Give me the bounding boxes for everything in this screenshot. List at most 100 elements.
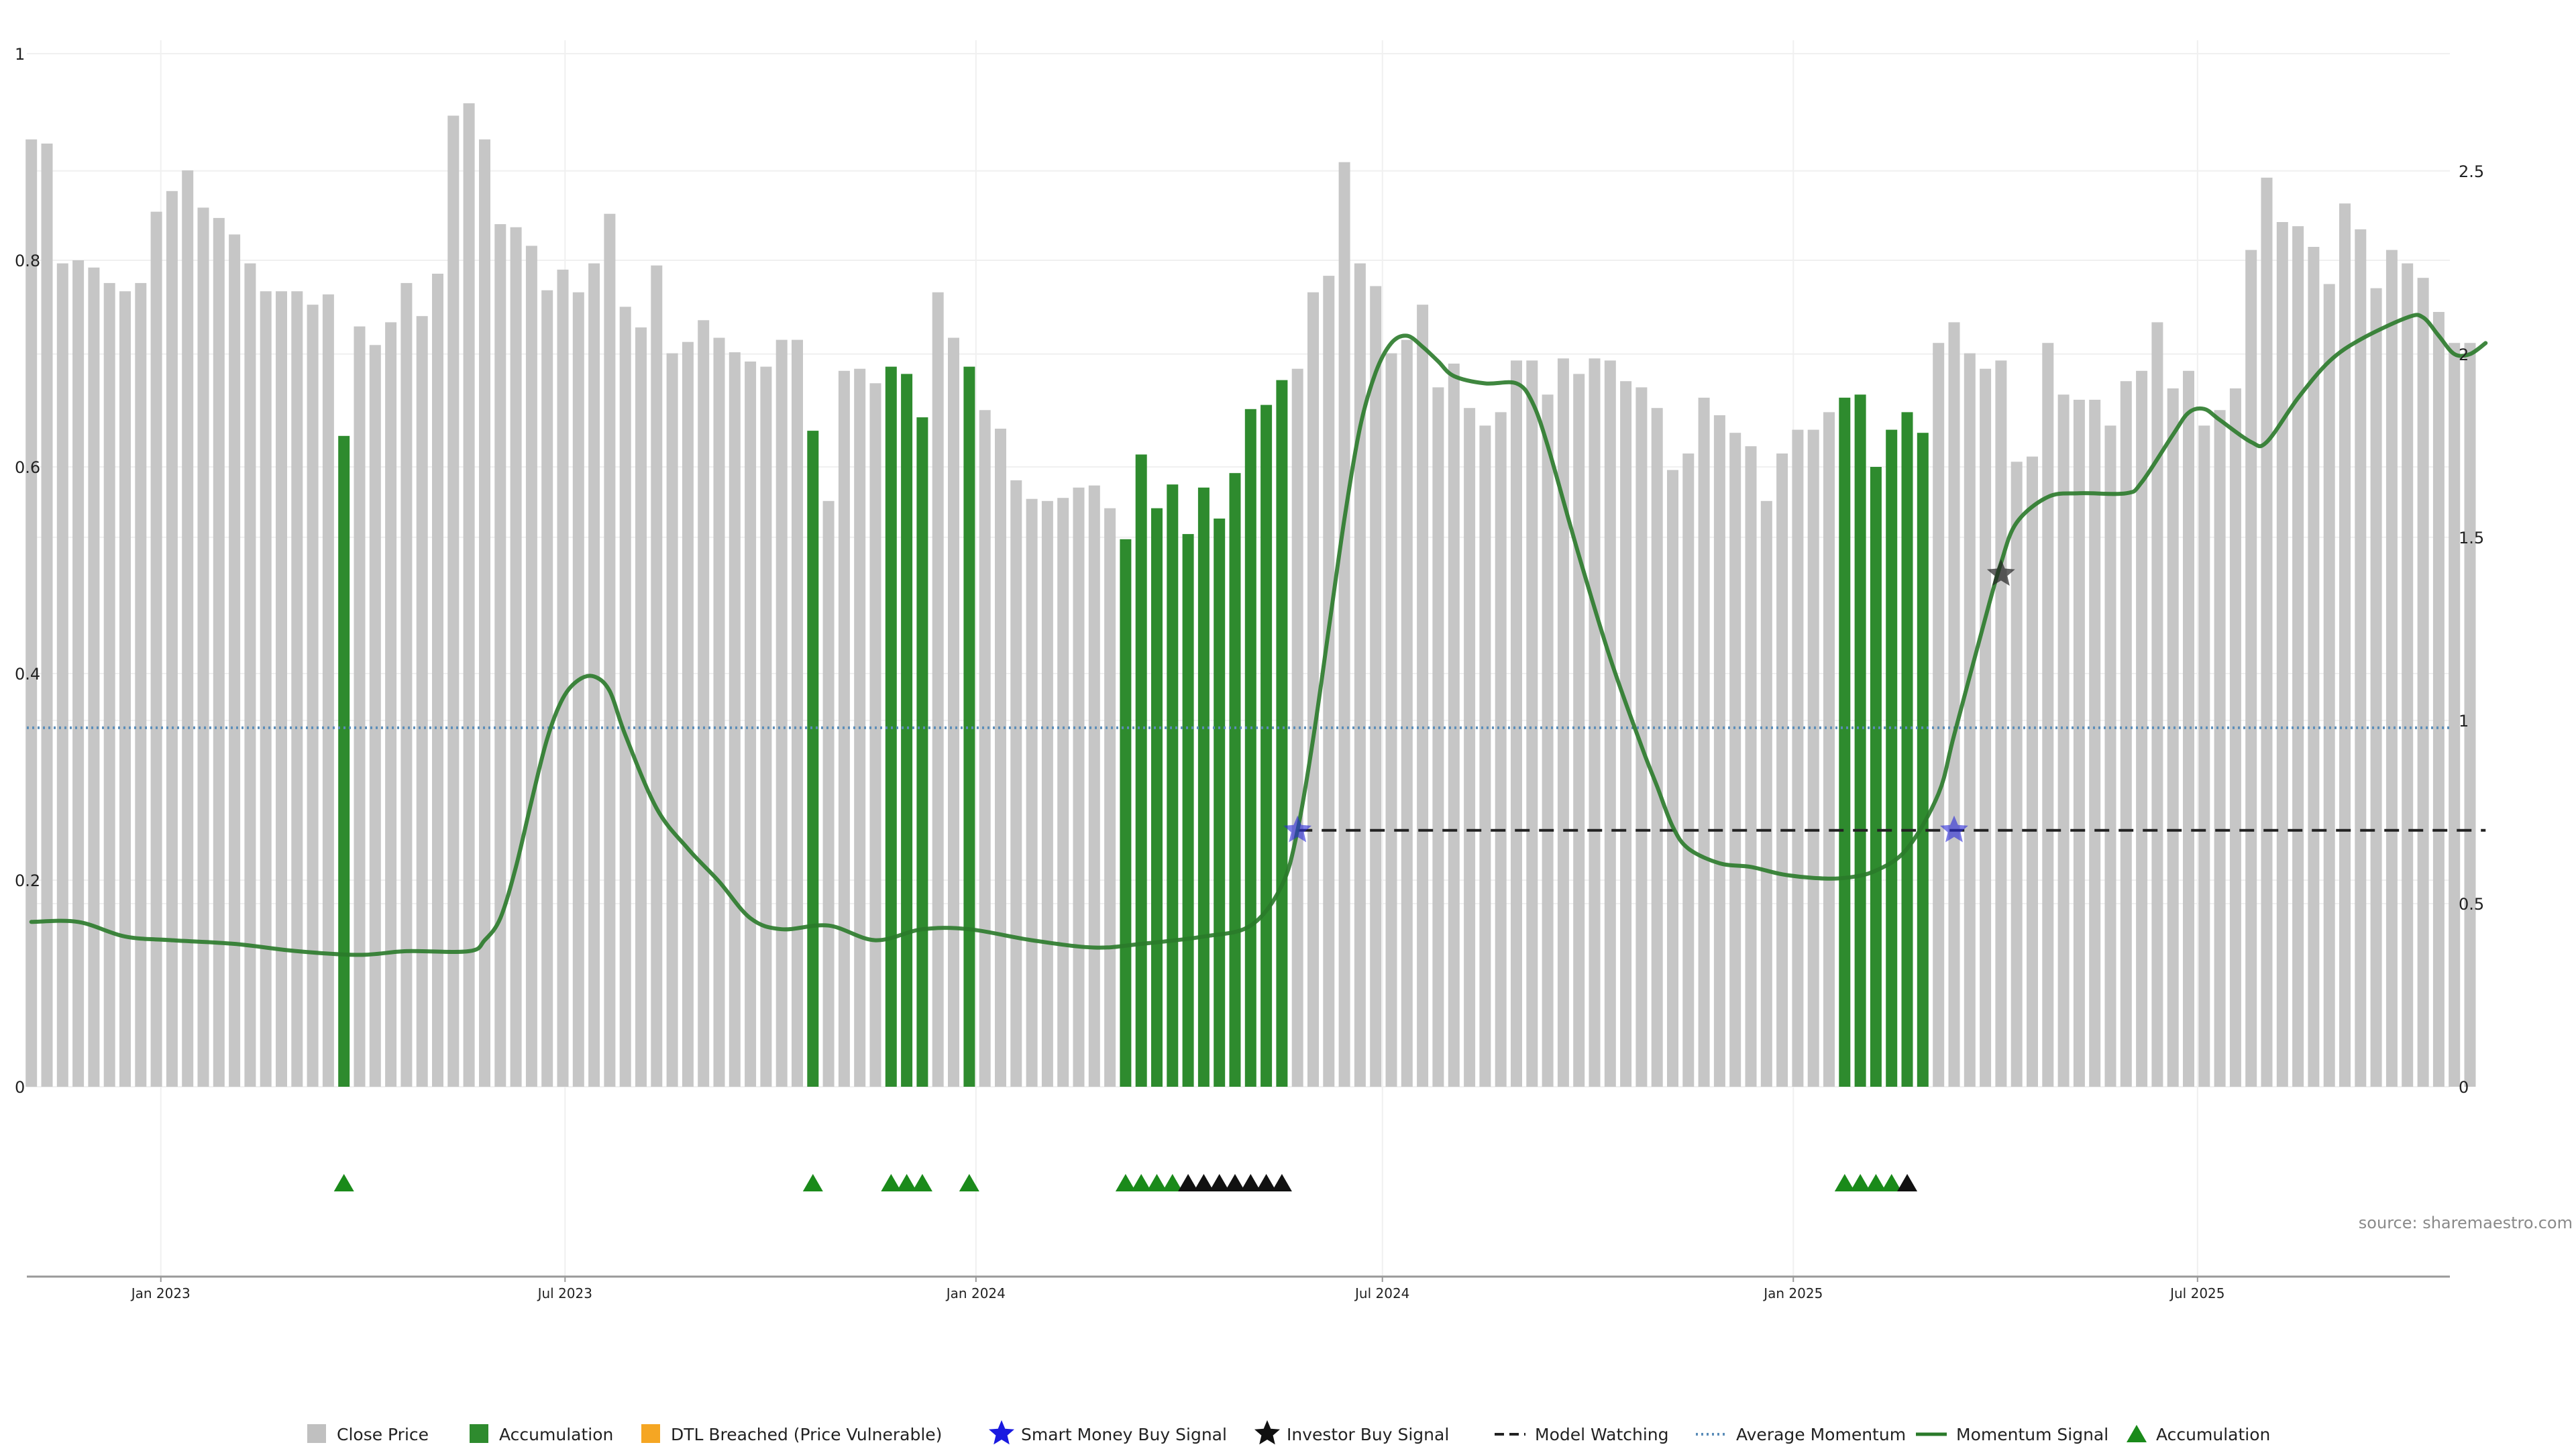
signal-markers bbox=[333, 559, 2015, 1192]
accumulation-marker bbox=[1834, 1173, 1855, 1192]
close-price-bar bbox=[1760, 500, 1772, 1087]
legend-triangle-icon bbox=[2127, 1425, 2147, 1442]
close-price-bar bbox=[1104, 508, 1116, 1087]
accumulation-bar bbox=[916, 417, 928, 1087]
momentum-signal-line bbox=[29, 313, 2488, 957]
close-price-bar bbox=[2308, 247, 2320, 1087]
left-axis-tick-label: 1 bbox=[15, 45, 25, 64]
x-axis-tick-label: Jan 2025 bbox=[1762, 1285, 1823, 1301]
accumulation-marker bbox=[1131, 1173, 1152, 1192]
close-price-bar bbox=[1948, 322, 1960, 1087]
close-price-bar bbox=[25, 139, 38, 1087]
close-price-bar bbox=[2120, 381, 2132, 1087]
close-price-bar bbox=[416, 316, 428, 1087]
accumulation-bar bbox=[1244, 409, 1256, 1087]
close-price-bar bbox=[869, 383, 881, 1087]
legend-swatch bbox=[307, 1424, 326, 1443]
right-axis-tick-label: 2.5 bbox=[2459, 162, 2484, 181]
legend-star-icon bbox=[1254, 1420, 1280, 1445]
legend-label: Investor Buy Signal bbox=[1287, 1425, 1449, 1444]
close-price-bar bbox=[2385, 250, 2398, 1087]
close-price-bar bbox=[1307, 292, 1319, 1087]
accumulation-bar bbox=[1870, 467, 1882, 1087]
left-axis-tick-label: 0 bbox=[15, 1078, 25, 1097]
legend-item: Accumulation bbox=[2127, 1425, 2270, 1444]
close-price-bar bbox=[557, 269, 569, 1087]
close-price-bar bbox=[182, 170, 194, 1087]
accumulation-marker bbox=[959, 1173, 979, 1192]
close-price-bar bbox=[666, 353, 678, 1087]
right-axis-tick-label: 0.5 bbox=[2459, 895, 2484, 914]
close-price-bar bbox=[619, 307, 631, 1087]
accumulation-bar bbox=[1886, 429, 1898, 1087]
close-price-bar bbox=[1604, 360, 1616, 1087]
right-axis-tick-label: 0 bbox=[2459, 1078, 2469, 1097]
close-price-bar bbox=[682, 341, 694, 1087]
close-price-bar bbox=[1573, 374, 1585, 1087]
accumulation-bar bbox=[1214, 519, 1226, 1087]
close-price-bar bbox=[1010, 480, 1022, 1087]
investor-marker bbox=[1897, 1173, 1918, 1192]
close-price-bar bbox=[1526, 360, 1538, 1087]
smart-money-buy-star bbox=[1940, 815, 1968, 843]
close-price-bar bbox=[729, 352, 741, 1087]
close-price-bar bbox=[1417, 305, 1429, 1087]
legend-item: Average Momentum bbox=[1696, 1425, 1906, 1444]
close-price-bar bbox=[1635, 387, 1648, 1087]
close-price-bar bbox=[1745, 446, 1757, 1087]
close-price-bar bbox=[2323, 284, 2335, 1087]
legend-item: DTL Breached (Price Vulnerable) bbox=[641, 1424, 942, 1444]
close-price-bar bbox=[135, 282, 147, 1087]
accumulation-marker bbox=[881, 1173, 902, 1192]
close-price-bar bbox=[1495, 412, 1507, 1087]
accumulation-marker bbox=[333, 1173, 354, 1192]
accumulation-bar bbox=[1917, 433, 1929, 1087]
close-price-bar bbox=[1354, 263, 1366, 1087]
close-price-bar bbox=[307, 305, 319, 1087]
investor-buy-star bbox=[1986, 559, 2015, 586]
close-price-bar bbox=[2104, 425, 2116, 1087]
smart-money-buy-star bbox=[1283, 815, 1312, 843]
close-price-bar bbox=[2276, 222, 2288, 1087]
close-price-bar bbox=[150, 211, 162, 1087]
close-price-bar bbox=[229, 234, 241, 1087]
right-axis-tick-label: 1 bbox=[2459, 712, 2469, 731]
close-price-bar bbox=[1479, 425, 1491, 1087]
accumulation-marker bbox=[1881, 1173, 1902, 1192]
close-price-bar bbox=[932, 292, 944, 1087]
close-price-bar bbox=[2214, 410, 2226, 1087]
accumulation-marker bbox=[912, 1173, 932, 1192]
close-price-bar bbox=[2261, 177, 2273, 1087]
close-price-bar bbox=[2229, 388, 2241, 1087]
close-price-bar bbox=[2339, 203, 2351, 1087]
accumulation-marker bbox=[1866, 1173, 1886, 1192]
right-axis-tick-label: 1.5 bbox=[2459, 529, 2484, 547]
accumulation-bar bbox=[1276, 380, 1288, 1087]
close-price-bar bbox=[745, 361, 757, 1087]
close-price-bar bbox=[213, 217, 225, 1087]
close-price-bar bbox=[322, 294, 334, 1087]
left-axis-tick-label: 0.6 bbox=[15, 458, 40, 477]
legend-label: Accumulation bbox=[2156, 1425, 2270, 1444]
accumulation-bar bbox=[1151, 508, 1163, 1087]
close-price-bar bbox=[2245, 250, 2257, 1087]
close-price-bar bbox=[1401, 339, 1413, 1087]
close-price-bar bbox=[698, 320, 710, 1087]
close-price-bar bbox=[525, 246, 537, 1087]
close-price-bar bbox=[56, 263, 68, 1087]
close-price-bar bbox=[651, 265, 663, 1087]
close-price-bar bbox=[792, 339, 803, 1087]
investor-marker bbox=[1271, 1173, 1292, 1192]
accumulation-bar bbox=[338, 435, 350, 1087]
accumulation-bar bbox=[1901, 412, 1913, 1087]
close-price-bar bbox=[1041, 500, 1053, 1087]
close-price-bar bbox=[1370, 286, 1382, 1087]
accumulation-marker bbox=[1162, 1173, 1183, 1192]
accumulation-bar bbox=[1260, 405, 1273, 1087]
accumulation-bar bbox=[1197, 487, 1210, 1087]
close-price-bar bbox=[948, 337, 959, 1087]
accumulation-bar bbox=[1167, 484, 1179, 1087]
close-price-bar bbox=[291, 291, 303, 1087]
accumulation-bar bbox=[1120, 539, 1132, 1087]
